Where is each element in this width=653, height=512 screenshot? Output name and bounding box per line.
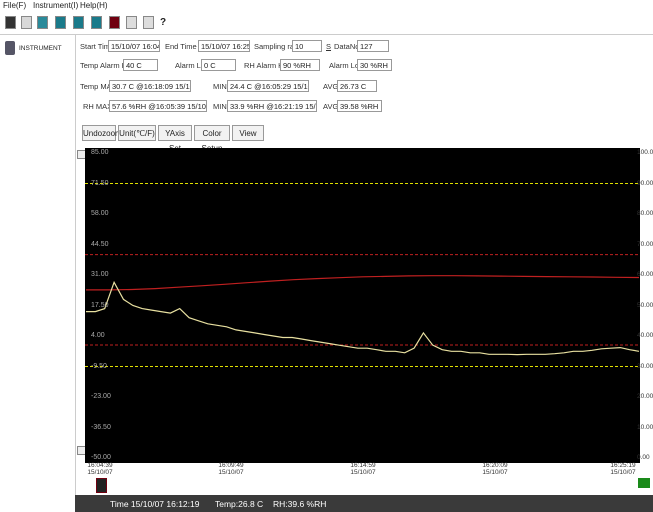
y-right-tick-label: 30.00 — [637, 362, 653, 370]
y-left-tick-label: 17.50 — [91, 301, 109, 309]
temp-series-line — [86, 275, 640, 291]
rh-min-field: 33.9 %RH @16:21:19 15/10/07 — [227, 100, 317, 112]
y-right-tick-label: 0.00 — [637, 454, 650, 461]
battery-icon[interactable] — [91, 16, 102, 29]
sampling-rate-field: 10 — [292, 40, 322, 52]
y-right-tick-label: 20.00 — [637, 393, 653, 400]
y-left-tick-label: 71.50 — [91, 179, 109, 187]
stop-icon[interactable] — [109, 16, 120, 29]
instrument-icon[interactable] — [5, 41, 15, 55]
device-icon[interactable] — [73, 16, 84, 29]
y-right-tick-label: 10.00 — [637, 423, 653, 431]
disk-icon[interactable] — [5, 16, 16, 29]
temp-max-label: Temp MAX — [80, 82, 117, 91]
x-tick-label: 16:20:09 15/10/07 — [482, 462, 508, 476]
rh-avg-label: AVG — [323, 102, 339, 111]
temp-alarm-hi-label: Temp Alarm Hi — [80, 61, 129, 70]
yaxis-set-button[interactable]: YAxis Set — [158, 125, 192, 153]
status-bar: Time 15/10/07 16:12:19 Temp:26.8 C RH:39… — [75, 495, 653, 512]
y-left-tick-label: -50.00 — [91, 454, 111, 461]
start-time-field: 15/10/07 16:04:39 — [108, 40, 160, 52]
rh-max-field: 57.6 %RH @16:05:39 15/10/07 — [109, 100, 207, 112]
chart-plot-area[interactable] — [85, 148, 640, 463]
status-rh: RH:39.6 %RH — [273, 499, 327, 509]
y-right-tick-label: 60.00 — [637, 271, 653, 278]
temp-min-field: 24.4 C @16:05:29 15/10/07 — [227, 80, 309, 92]
menu-bar: File(F) Instrument(I) Help(H) — [0, 0, 653, 12]
y-left-tick-label: 44.50 — [91, 240, 109, 248]
x-tick-label: 16:04:39 15/10/07 — [87, 462, 113, 476]
menu-instrument[interactable]: Instrument(I) — [33, 1, 79, 10]
x-tick-label: 16:14:59 15/10/07 — [350, 462, 376, 476]
end-time-label: End Time — [165, 42, 197, 51]
rh-avg-field: 39.58 %RH — [337, 100, 382, 112]
device-icon[interactable] — [55, 16, 66, 29]
y-left-tick-label: 85.00 — [91, 149, 109, 156]
status-temp: Temp:26.8 C — [215, 499, 264, 509]
print-icon[interactable] — [143, 16, 154, 29]
menu-file[interactable]: File(F) — [3, 1, 27, 10]
instrument-panel: INSTRUMENT — [0, 35, 76, 495]
rh-min-label: MIN — [213, 102, 227, 111]
y-left-tick-label: 58.00 — [91, 210, 109, 217]
x-tick-label: 16:25:19 15/10/07 — [610, 462, 636, 476]
y-left-tick-label: 31.00 — [91, 271, 109, 278]
view-button[interactable]: View — [232, 125, 264, 141]
y-right-tick-label: 80.00 — [637, 210, 653, 217]
status-time: Time 15/10/07 16:12:19 — [110, 499, 200, 509]
y-left-tick-label: 4.00 — [91, 332, 105, 339]
x-tick-label: 16:09:49 15/10/07 — [218, 462, 244, 476]
unit-button[interactable]: Unit(℃/F) — [118, 125, 156, 141]
temp-avg-label: AVG — [323, 82, 339, 91]
end-time-field: 15/10/07 16:25:39 — [198, 40, 250, 52]
y-right-tick-label: 100.00 — [637, 149, 653, 156]
y-left-tick-label: -23.00 — [91, 393, 111, 400]
instrument-label[interactable]: INSTRUMENT — [19, 45, 62, 52]
rh-alarm-low-label: Alarm Low — [329, 61, 365, 70]
start-time-label: Start Time — [80, 42, 115, 51]
floppy-icon[interactable] — [21, 16, 32, 29]
datano-label: DataNo — [334, 42, 360, 51]
temp-alarm-low-label: Alarm Low — [175, 61, 211, 70]
y-left-tick-label: -36.50 — [91, 423, 111, 431]
sampling-rate-label: Sampling rate — [254, 42, 301, 51]
temp-max-field: 30.7 C @16:18:09 15/10/07 — [109, 80, 191, 92]
y-left-tick-label: -9.50 — [91, 362, 107, 370]
rh-alarm-hi-field[interactable]: 90 %RH — [280, 59, 320, 71]
y-right-tick-label: 50.00 — [637, 301, 653, 309]
y-right-tick-label: 90.00 — [637, 179, 653, 187]
chart-svg — [85, 183, 640, 367]
temp-avg-field: 26.73 C — [337, 80, 377, 92]
rh-alarm-low-field[interactable]: 30 %RH — [357, 59, 392, 71]
rh-alarm-hi-label: RH Alarm Hi — [244, 61, 286, 70]
rh-max-label: RH MAX — [83, 102, 113, 111]
rh-series-line — [86, 280, 640, 356]
sampling-rate-unit[interactable]: S — [326, 42, 332, 51]
y-right-tick-label: 70.00 — [637, 240, 653, 248]
temp-alarm-hi-field[interactable]: 40 C — [123, 59, 158, 71]
help-icon[interactable]: ? — [160, 17, 167, 28]
toolbar: ? — [0, 12, 653, 35]
y-right-tick-label: 40.00 — [637, 332, 653, 339]
screen-icon[interactable] — [126, 16, 137, 29]
temp-alarm-low-field[interactable]: 0 C — [201, 59, 236, 71]
undozoom-button[interactable]: Undozoom — [82, 125, 122, 141]
color-setup-button[interactable]: Color Setup — [194, 125, 230, 153]
indicator-icon — [638, 478, 650, 488]
upload-icon[interactable] — [37, 16, 48, 29]
temp-min-label: MIN — [213, 82, 227, 91]
datano-field: 127 — [357, 40, 389, 52]
record-icon[interactable] — [96, 478, 107, 493]
menu-help[interactable]: Help(H) — [80, 1, 108, 10]
